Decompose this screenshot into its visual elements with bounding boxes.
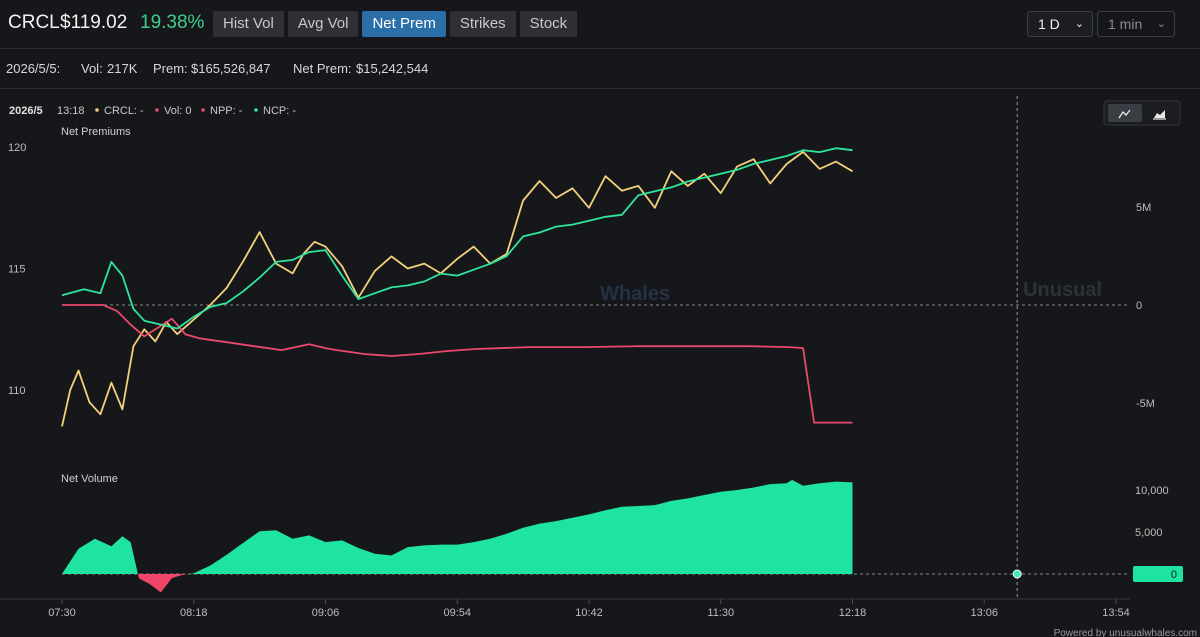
interval-select[interactable]: 1 min ⌄: [1097, 11, 1175, 37]
interval-select-value: 1 min: [1108, 16, 1143, 32]
tab-net-prem[interactable]: Net Prem: [362, 11, 446, 37]
watermark-part1: Unusual: [1023, 279, 1102, 301]
line-chart-icon: [1118, 109, 1131, 119]
view-tabs: Hist Vol Avg Vol Net Prem Strikes Stock: [213, 11, 578, 37]
chart-legend: 2026/5 13:18 CRCL: - Vol: 0 NPP: - NCP: …: [9, 105, 296, 117]
volume-value-badge: [1133, 566, 1183, 582]
net-prem-value: $15,242,544: [356, 61, 429, 76]
tab-avg-vol[interactable]: Avg Vol: [287, 11, 359, 37]
ticker-symbol: CRCL: [8, 12, 60, 33]
stats-date: 2026/5/5:: [6, 61, 61, 76]
series-line-price: [61, 151, 853, 427]
line-chart-button[interactable]: [1108, 104, 1142, 122]
legend-ncp: NCP: -: [263, 105, 296, 117]
ticker-price: $119.02: [60, 12, 128, 33]
legend-dot-vol: [155, 108, 159, 112]
prem-label: Prem:: [153, 61, 188, 76]
tab-stock[interactable]: Stock: [519, 11, 578, 37]
legend-npp: NPP: -: [210, 105, 243, 117]
x-tick: 08:18: [180, 607, 208, 619]
x-tick: 12:18: [839, 607, 867, 619]
volume-panel-title: Net Volume: [61, 473, 118, 485]
volume-tick: 10,000: [1135, 485, 1169, 497]
axes: 120 115 110 5M 0 -5M 10,000 5,000 07:30 08:18 09:0…: [8, 142, 1169, 619]
y-right-tick: 0: [1136, 300, 1142, 312]
y-right-tick: 5M: [1136, 202, 1151, 214]
range-select[interactable]: 1 D ⌄: [1027, 11, 1093, 37]
price-change-percent: 19.38%: [140, 12, 205, 33]
watermark-part2: Whales: [600, 283, 670, 305]
crosshair: 0: [1012, 96, 1183, 599]
y-left-tick: 120: [8, 142, 26, 154]
premium-panel-title: Net Premiums: [61, 126, 131, 138]
y-left-tick: 115: [8, 264, 26, 276]
area-chart-icon: [1154, 110, 1165, 118]
volume-value-label: 0: [1171, 569, 1177, 581]
vol-label: Vol:: [81, 61, 103, 76]
prem-value: $165,526,847: [191, 61, 271, 76]
legend-time: 13:18: [57, 105, 85, 117]
y-left-tick: 110: [8, 385, 26, 397]
volume-area: [62, 479, 853, 593]
x-tick: 10:42: [575, 607, 603, 619]
volume-tick: 5,000: [1135, 527, 1163, 539]
tab-hist-vol[interactable]: Hist Vol: [213, 11, 284, 37]
x-tick: 09:06: [312, 607, 340, 619]
x-tick: 13:54: [1102, 607, 1130, 619]
area-chart-button[interactable]: [1144, 104, 1176, 122]
x-tick: 07:30: [48, 607, 76, 619]
top-bar: CRCL $119.02 19.38% Hist Vol Avg Vol Net…: [0, 0, 1200, 49]
premium-lines: [61, 147, 853, 427]
footer-credit: Powered by unusualwhales.com: [1054, 628, 1197, 637]
x-tick: 13:06: [970, 607, 998, 619]
volume-area-positive: [62, 479, 853, 574]
x-tick: 11:30: [707, 607, 734, 619]
legend-dot-npp: [201, 108, 205, 112]
range-select-value: 1 D: [1038, 16, 1060, 32]
series-line-ncp: [61, 147, 853, 330]
legend-date: 2026/5: [9, 105, 43, 117]
chevron-down-icon: ⌄: [1156, 18, 1166, 30]
legend-crcl: CRCL: -: [104, 105, 144, 117]
x-tick: 09:54: [443, 607, 471, 619]
series-line-npp: [62, 304, 853, 424]
volume-area-negative: [62, 574, 853, 593]
chevron-down-icon: ⌄: [1074, 18, 1084, 30]
legend-dot-ncp: [254, 108, 258, 112]
net-prem-label: Net Prem:: [293, 61, 352, 76]
legend-vol: Vol: 0: [164, 105, 192, 117]
vol-value: 217K: [107, 61, 138, 76]
tab-strikes[interactable]: Strikes: [449, 11, 516, 37]
net-premium-chart[interactable]: 2026/5 13:18 CRCL: - Vol: 0 NPP: - NCP: …: [0, 88, 1200, 637]
y-right-tick: -5M: [1136, 398, 1155, 410]
grid: [0, 304, 1130, 600]
crosshair-dot: [1012, 569, 1022, 579]
legend-dot-price: [95, 108, 99, 112]
stats-bar: 2026/5/5: Vol: 217K Prem: $165,526,847 N…: [0, 48, 1200, 89]
